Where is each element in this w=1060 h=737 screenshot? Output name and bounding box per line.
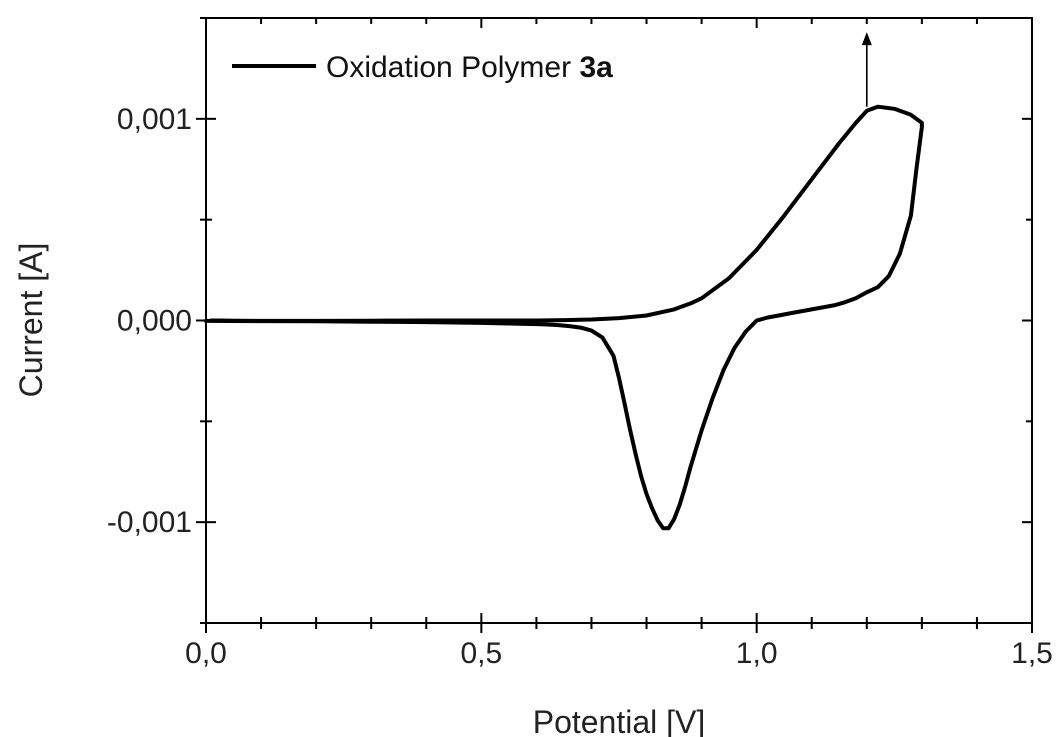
peak-arrow-annotation [861, 32, 872, 107]
y-axis-title: Current [A] [13, 243, 49, 398]
x-axis-title: Potential [V] [533, 704, 706, 737]
x-tick-label: 0,0 [185, 637, 227, 670]
y-tick-label: 0,001 [117, 103, 192, 136]
x-tick-label: 1,5 [1011, 637, 1053, 670]
legend: Oxidation Polymer 3a [232, 51, 613, 84]
x-tick-label: 0,5 [460, 637, 502, 670]
y-tick-label: -0,001 [107, 506, 192, 539]
arrow-head [861, 32, 872, 46]
y-tick-label: 0,000 [117, 305, 192, 338]
series-line-oxidation-polymer-3a [204, 104, 924, 531]
legend-label: Oxidation Polymer 3a [326, 51, 613, 84]
legend-label-prefix: Oxidation Polymer [326, 51, 579, 84]
ticks-layer [196, 17, 1033, 633]
x-tick-label: 1,0 [736, 637, 778, 670]
tick-labels-layer: 0,0 0,5 1,0 1,5 -0,001 0,000 0,001 [107, 103, 1053, 670]
legend-label-bold: 3a [579, 51, 613, 84]
